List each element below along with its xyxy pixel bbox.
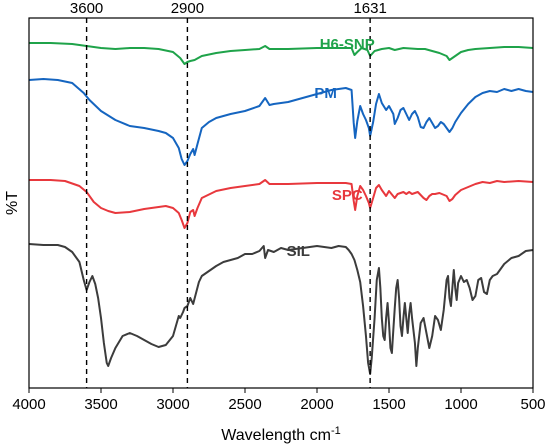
x-tick-label-500: 500 xyxy=(520,396,545,413)
x-tick-label-4000: 4000 xyxy=(12,396,45,413)
series-line-h6-snp xyxy=(29,42,534,65)
y-axis-title: %T xyxy=(4,191,21,215)
series-label-pm: PM xyxy=(314,85,337,102)
x-axis-ticks: 4000 3500 3000 2500 2000 1500 1000 500 xyxy=(12,388,546,413)
x-tick-label-2000: 2000 xyxy=(300,396,333,413)
reference-label-3600: 3600 xyxy=(70,0,103,17)
x-axis-title-text: Wavelength cm xyxy=(221,427,331,444)
plot-frame xyxy=(28,17,534,389)
series-line-spc xyxy=(29,179,534,229)
x-axis-title-superscript: -1 xyxy=(331,425,341,437)
x-tick-label-2500: 2500 xyxy=(228,396,261,413)
series-label-spc: SPC xyxy=(332,187,363,204)
series-line-pm xyxy=(28,78,534,166)
series-line-sil xyxy=(28,243,534,375)
series-label-h6-snp: H6-SNP xyxy=(320,36,375,53)
x-axis-title: Wavelength cm-1 xyxy=(221,425,340,444)
x-tick-label-1500: 1500 xyxy=(372,396,405,413)
reference-label-2900: 2900 xyxy=(171,0,204,17)
series-labels: H6-SNP PM SPC SIL xyxy=(287,36,375,260)
x-tick-label-3500: 3500 xyxy=(84,396,117,413)
reference-label-1631: 1631 xyxy=(353,0,386,17)
series-label-sil: SIL xyxy=(287,243,310,260)
series-group xyxy=(28,42,534,375)
x-tick-label-3000: 3000 xyxy=(156,396,189,413)
reference-lines: 3600 2900 1631 xyxy=(70,0,387,388)
x-tick-label-1000: 1000 xyxy=(444,396,477,413)
